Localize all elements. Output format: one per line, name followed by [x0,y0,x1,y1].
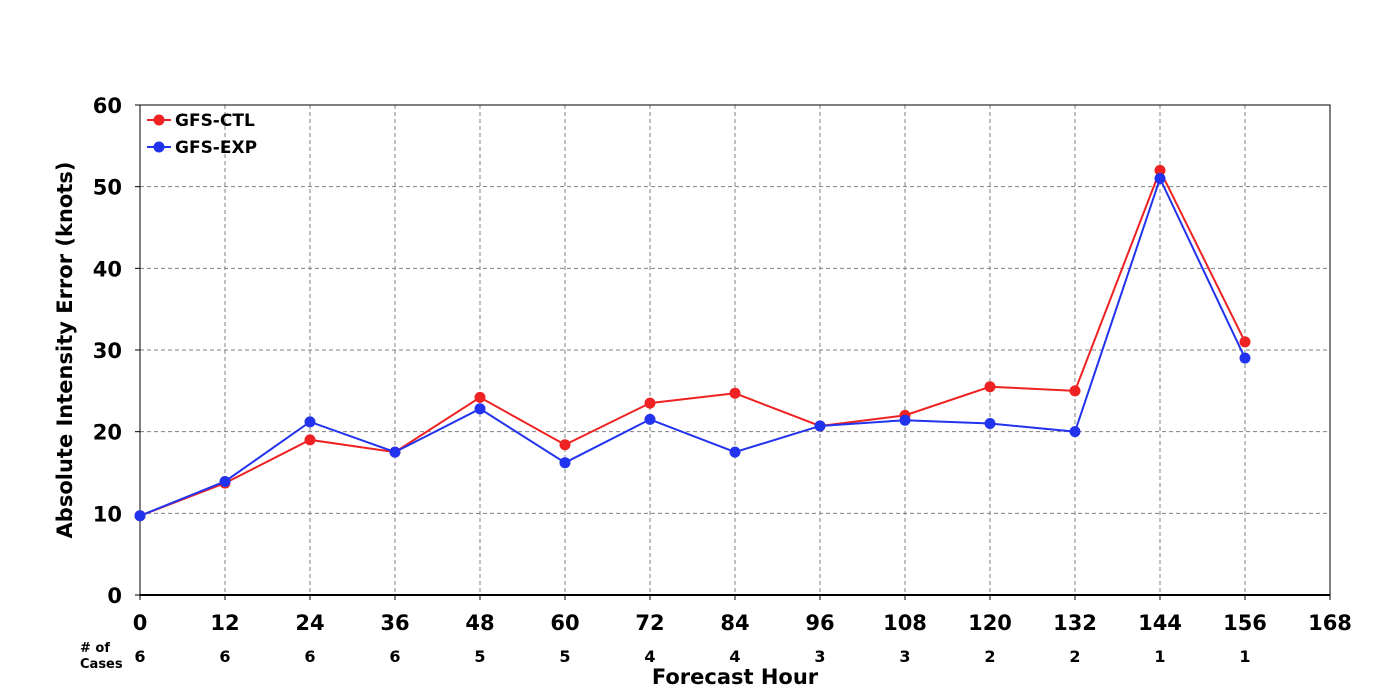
x-tick-label: 12 [210,611,239,635]
data-point [1239,336,1251,348]
case-count: 6 [219,647,230,666]
x-tick-label: 84 [720,611,749,635]
legend-item: GFS-EXP [147,138,257,158]
series-line [139,167,1246,517]
x-tick-label: 120 [968,611,1012,635]
x-tick-label: 156 [1223,611,1267,635]
case-count: 2 [984,647,995,666]
cases-row: # of Cases 6 6 6 6 5 5 4 4 3 3 2 2 1 1 [80,641,1251,672]
legend-marker [153,114,165,126]
case-count: 5 [559,647,570,666]
x-axis-title: Forecast Hour [652,665,819,689]
case-count: 5 [474,647,485,666]
case-count: 1 [1154,647,1165,666]
data-point [1069,385,1081,397]
data-point [644,413,656,425]
legend-item: GFS-CTL [147,111,255,131]
data-point [134,510,146,522]
y-tick-label: 10 [93,502,122,526]
legend-marker [153,141,165,153]
legend-label: GFS-EXP [175,138,257,158]
data-point [899,414,911,426]
data-point [1239,352,1251,364]
x-tick-label: 144 [1138,611,1182,635]
cases-label-line2: Cases [80,657,123,672]
data-point [1154,173,1166,184]
x-axis-ticks: 0 12 24 36 48 60 72 84 96 108 120 132 144 156 168 [133,595,1352,635]
y-axis-title: Absolute Intensity Error (knots) [53,162,77,539]
y-tick-label: 60 [93,94,122,118]
data-point [304,416,316,428]
case-count: 2 [1069,647,1080,666]
case-count: 1 [1239,647,1250,666]
data-point [219,475,231,487]
y-tick-label: 50 [93,176,122,200]
data-point [984,381,996,393]
grid-lines [140,105,1330,595]
case-count: 4 [644,647,655,666]
data-point [729,446,741,458]
data-point [304,434,316,446]
case-count: 6 [304,647,315,666]
x-tick-label: 108 [883,611,927,635]
data-point [729,387,741,399]
data-point [474,403,486,415]
series-gfs-exp [134,173,1251,522]
case-count: 3 [814,647,825,666]
legend: GFS-CTL GFS-EXP [147,111,257,158]
x-tick-label: 132 [1053,611,1097,635]
series-gfs-ctl [134,164,1251,522]
x-tick-label: 168 [1308,611,1352,635]
y-tick-label: 0 [107,584,122,608]
x-tick-label: 60 [550,611,579,635]
case-count: 3 [899,647,910,666]
y-axis-ticks: 0 10 20 30 40 50 60 [93,94,140,608]
x-tick-label: 36 [380,611,409,635]
data-point [559,439,571,451]
y-tick-label: 30 [93,339,122,363]
y-tick-label: 20 [93,421,122,445]
data-point [474,391,486,403]
x-tick-label: 72 [635,611,664,635]
cases-label-line1: # of [80,641,110,656]
case-count: 4 [729,647,740,666]
data-point [389,446,401,458]
data-point [644,397,656,409]
case-count: 6 [389,647,400,666]
data-point [1154,164,1166,176]
x-tick-label: 48 [465,611,494,635]
data-point [559,457,571,469]
x-tick-label: 24 [295,611,324,635]
case-count: 6 [134,647,145,666]
x-tick-label: 0 [133,611,148,635]
y-tick-label: 40 [93,257,122,281]
legend-label: GFS-CTL [175,111,255,131]
series-layer [134,164,1251,522]
x-tick-label: 96 [805,611,834,635]
series-line [139,175,1246,517]
data-point [1069,426,1081,438]
data-point [984,418,996,429]
data-point [814,420,826,432]
